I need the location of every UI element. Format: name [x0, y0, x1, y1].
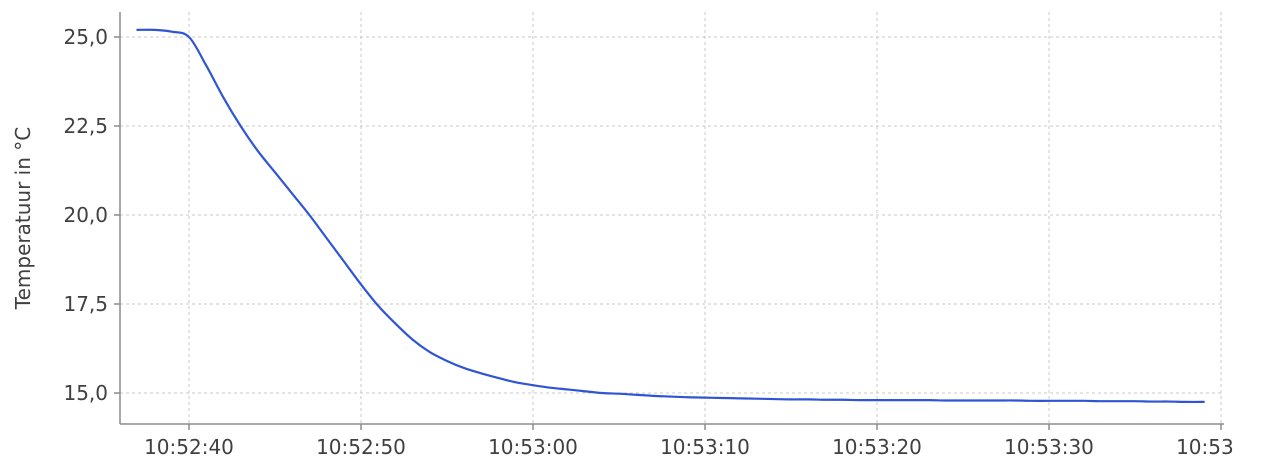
x-tick-label: 10:53:00: [488, 435, 578, 459]
y-axis-ticks: 15,0 17,5 20,0 22,5 25,0: [63, 25, 120, 405]
series-layer: [136, 28, 1205, 404]
y-tick-label: 25,0: [63, 25, 108, 49]
grid: [120, 12, 1224, 424]
y-axis-title: Temperatuur in °C: [11, 127, 35, 310]
y-tick-label: 22,5: [63, 114, 108, 138]
axes: [119, 12, 1224, 425]
x-tick-label: 10:52:50: [316, 435, 406, 459]
x-axis-ticks: 10:52:40 10:52:50 10:53:00 10:53:10 10:53:20…: [144, 424, 1264, 459]
x-tick-label: 10:53:10: [660, 435, 750, 459]
y-tick-label: 15,0: [63, 381, 108, 405]
x-tick-label: 10:53:20: [832, 435, 922, 459]
x-tick-label: 10:53:30: [1004, 435, 1094, 459]
x-tick-label: 10:53:40: [1176, 435, 1264, 459]
y-tick-label: 20,0: [63, 203, 108, 227]
x-tick-label: 10:52:40: [144, 435, 234, 459]
temperature-series-line: [136, 28, 1205, 404]
y-tick-label: 17,5: [63, 292, 108, 316]
